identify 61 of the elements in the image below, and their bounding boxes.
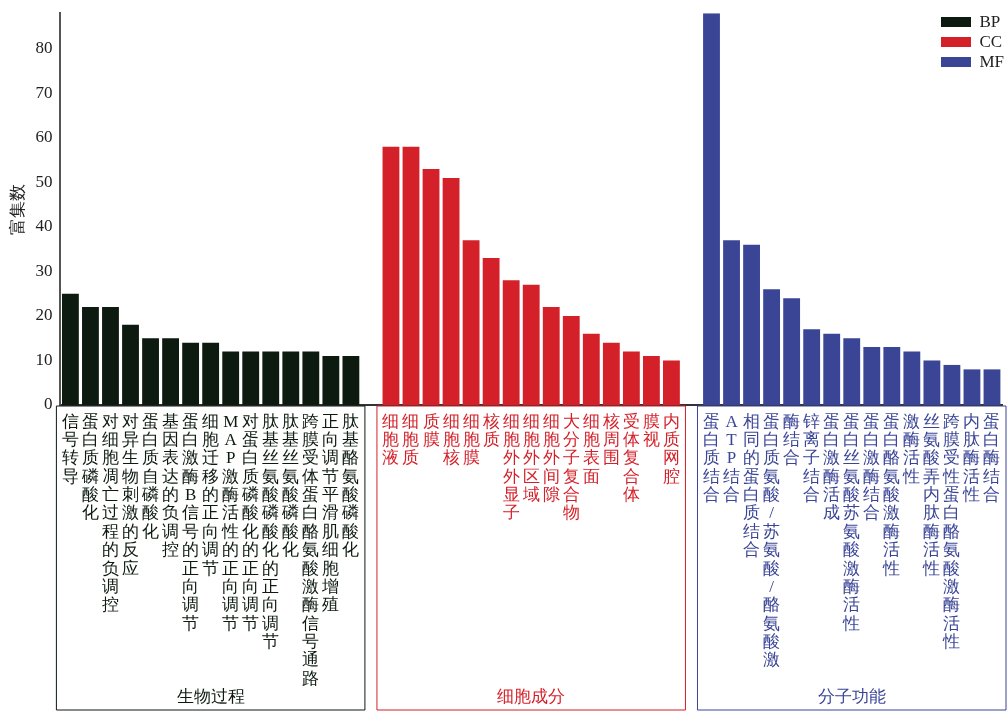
x-tick-label: 核质 [481, 411, 500, 450]
x-tick-label: 细胞外外显子 [502, 411, 520, 523]
y-tick-label: 10 [35, 349, 53, 369]
category-label: 细胞迁移的正向调节 [202, 411, 220, 578]
category-label: 蛋白丝氨酸苏氨酸激酶活性 [843, 411, 861, 633]
x-tick-label: 基因表达的负调控 [162, 411, 180, 560]
x-tick-label: 蛋白酶结合 [983, 411, 1001, 505]
category-label: 蛋白质氨酸/苏氨酸/酪氨酸激 [763, 411, 781, 670]
x-tick-label: 蛋白质结合 [703, 411, 721, 505]
x-tick-label: 细胞外区域 [521, 411, 540, 505]
x-tick-label: 蛋白激酶结合 [863, 411, 881, 523]
x-tick-label: 膜视 [642, 411, 660, 450]
x-tick-label: 信号转导 [61, 411, 79, 486]
x-tick-label: 激酶活性 [902, 411, 921, 486]
x-tick-label: 细胞核 [441, 411, 460, 468]
x-tick-label: 核周围 [601, 411, 620, 468]
y-axis-title: 富集数 [7, 183, 27, 235]
x-tick-label: 质膜 [422, 411, 440, 450]
category-label: 正向调节平滑肌细胞增殖 [322, 411, 340, 615]
category-label: 蛋白酪氨酸激酶活性 [883, 411, 901, 578]
x-tick-label: 相同的蛋白质结合 [743, 411, 761, 560]
legend-label: MF [979, 52, 1004, 72]
y-tick-label: 60 [35, 127, 53, 147]
category-label: 蛋白激酶B信号的正向调节 [182, 411, 200, 633]
x-tick-label: 细胞质 [402, 411, 420, 468]
text: 分子功能 [817, 686, 886, 706]
text: 生物过程 [176, 686, 245, 706]
category-label: 对异生物刺激的反应 [122, 411, 140, 578]
y-tick-label: 80 [35, 38, 53, 58]
x-tick-label: 细胞液 [382, 411, 400, 468]
category-label: MAP激酶活性的正向调节 [222, 411, 240, 633]
x-tick-label: 受体复合体 [622, 411, 640, 505]
y-tick-label: 50 [35, 171, 53, 191]
category-label: 对蛋白质磷酸化的正向调节 [242, 411, 260, 633]
x-tick-label: 蛋白质磷酸化 [80, 411, 99, 523]
x-tick-label: 蛋白激酶活成 [823, 411, 841, 523]
legend-label: CC [979, 32, 1003, 52]
x-tick-label: 细胞膜 [462, 411, 480, 468]
y-tick-label: 70 [35, 82, 53, 102]
x-tick-label: 锌离子结合 [802, 411, 821, 505]
x-tick-label: 蛋白质自磷酸化 [141, 411, 160, 541]
legend-label: BP [979, 12, 1001, 32]
y-tick-label: 30 [35, 260, 53, 280]
x-tick-label: 细胞外间隙 [542, 411, 560, 505]
y-tick-label: 20 [35, 305, 53, 325]
x-tick-label: 肽基丝氨酸磷酸化 [281, 411, 300, 560]
x-tick-label: 大分子复合物 [562, 411, 580, 523]
category-label: 对细胞凋亡过程的负调控 [101, 411, 119, 615]
x-tick-label: 内肽酶活性 [962, 411, 981, 505]
category-label: 跨膜受体蛋白酪氨酸激酶信号通路 [302, 411, 320, 688]
category-label: 肽基丝氨酸磷酸化的正向调节 [262, 411, 280, 651]
category-label: 丝氨酸弄内肽酶活性 [923, 411, 941, 578]
x-tick-label: 酶结合 [783, 411, 801, 468]
x-tick-label: 细胞表面 [582, 411, 600, 486]
x-tick-label: 内质网腔 [662, 411, 680, 486]
x-tick-label: ATP结合 [723, 411, 741, 505]
text: 细胞成分 [497, 686, 566, 706]
y-tick-label: 0 [43, 394, 53, 414]
y-tick-label: 40 [35, 216, 53, 236]
category-label: 跨膜受性蛋白酪氨酸激酶活性 [943, 411, 961, 651]
x-tick-label: 肽基酪氨酸磷酸化 [341, 411, 360, 560]
